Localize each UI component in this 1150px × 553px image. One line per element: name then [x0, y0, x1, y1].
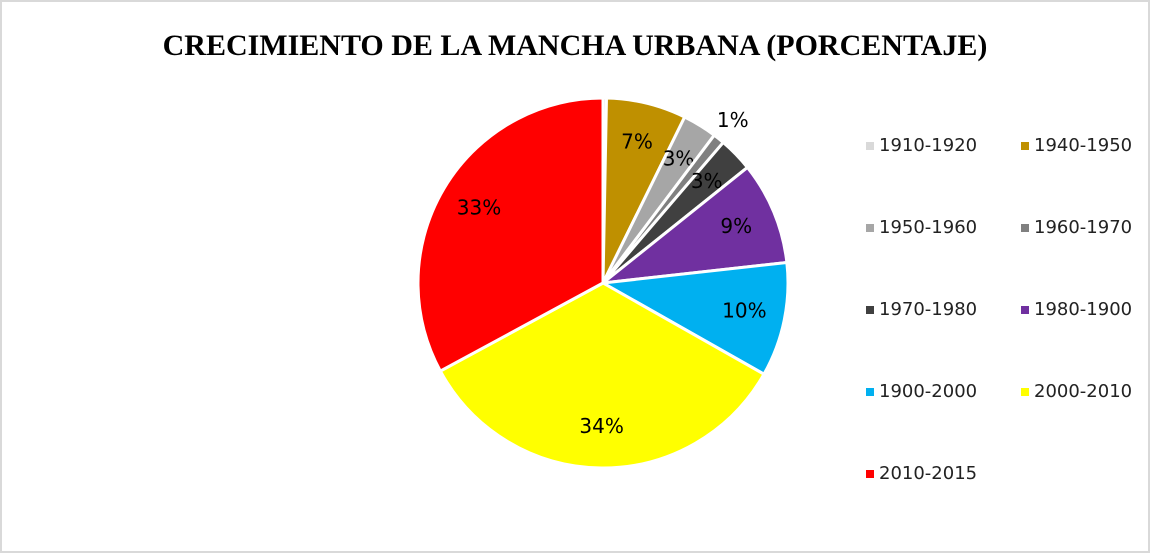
data-label: 9%	[720, 214, 752, 238]
legend-swatch	[866, 470, 874, 478]
data-label: 7%	[621, 129, 653, 153]
legend-swatch	[866, 388, 874, 396]
legend-label: 1970-1980	[879, 299, 977, 320]
legend-label: 1980-1900	[1034, 299, 1132, 320]
legend-swatch	[866, 142, 874, 150]
legend-swatch	[1021, 224, 1029, 232]
legend-label: 1910-1920	[879, 135, 977, 156]
legend-label: 1940-1950	[1034, 135, 1132, 156]
legend-label: 2010-2015	[879, 463, 977, 484]
legend-swatch	[1021, 306, 1029, 314]
legend-label: 2000-2010	[1034, 381, 1132, 402]
legend-label: 1960-1970	[1034, 217, 1132, 238]
data-label: 1%	[717, 108, 749, 132]
data-label: 33%	[457, 196, 501, 220]
legend-swatch	[866, 224, 874, 232]
legend-label: 1950-1960	[879, 217, 977, 238]
pie-slice	[438, 281, 767, 470]
pie-slice	[598, 165, 789, 286]
pie-slice	[416, 96, 605, 374]
data-label: 34%	[579, 414, 623, 438]
chart-title: CRECIMIENTO DE LA MANCHA URBANA (PORCENT…	[163, 29, 988, 62]
pie-slice	[598, 260, 790, 377]
legend-label: 1900-2000	[879, 381, 977, 402]
data-label: 10%	[722, 298, 766, 322]
data-label: 3%	[691, 169, 723, 193]
legend-swatch	[1021, 142, 1029, 150]
legend-swatch	[866, 306, 874, 314]
legend-swatch	[1021, 388, 1029, 396]
